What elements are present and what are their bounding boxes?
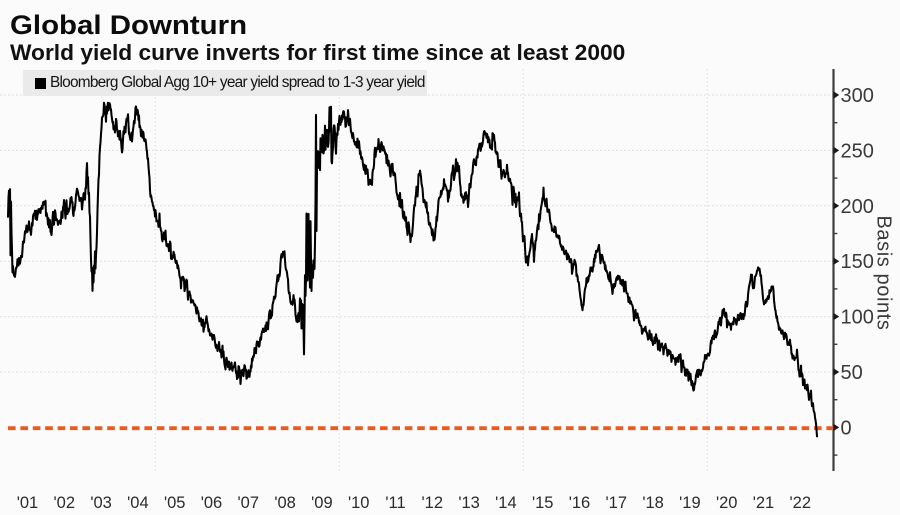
svg-text:'17: '17 — [606, 494, 628, 510]
svg-text:'03: '03 — [90, 494, 112, 510]
svg-text:'18: '18 — [642, 494, 664, 510]
svg-text:'12: '12 — [422, 494, 444, 510]
svg-text:'16: '16 — [569, 494, 591, 510]
svg-text:'04: '04 — [127, 494, 149, 510]
svg-text:'02: '02 — [54, 494, 76, 510]
svg-text:'21: '21 — [753, 494, 775, 510]
svg-text:'08: '08 — [274, 494, 296, 510]
svg-text:50: 50 — [841, 362, 863, 384]
svg-text:0: 0 — [841, 417, 852, 439]
svg-text:'11: '11 — [385, 494, 405, 510]
svg-text:'06: '06 — [201, 494, 223, 510]
svg-text:'19: '19 — [679, 494, 701, 510]
svg-text:'14: '14 — [495, 494, 517, 510]
svg-text:'05: '05 — [164, 494, 186, 510]
svg-text:'22: '22 — [790, 494, 812, 510]
svg-text:'10: '10 — [348, 494, 370, 510]
svg-text:300: 300 — [841, 85, 874, 107]
svg-text:'09: '09 — [311, 494, 333, 510]
svg-text:Basis points: Basis points — [873, 215, 895, 330]
svg-text:'01: '01 — [17, 494, 39, 510]
svg-text:250: 250 — [841, 140, 874, 162]
svg-text:'15: '15 — [532, 494, 554, 510]
svg-text:'07: '07 — [238, 494, 260, 510]
svg-text:150: 150 — [841, 251, 874, 273]
svg-text:'20: '20 — [716, 494, 738, 510]
svg-text:'13: '13 — [458, 494, 480, 510]
svg-text:200: 200 — [841, 196, 874, 218]
svg-text:100: 100 — [841, 307, 874, 329]
